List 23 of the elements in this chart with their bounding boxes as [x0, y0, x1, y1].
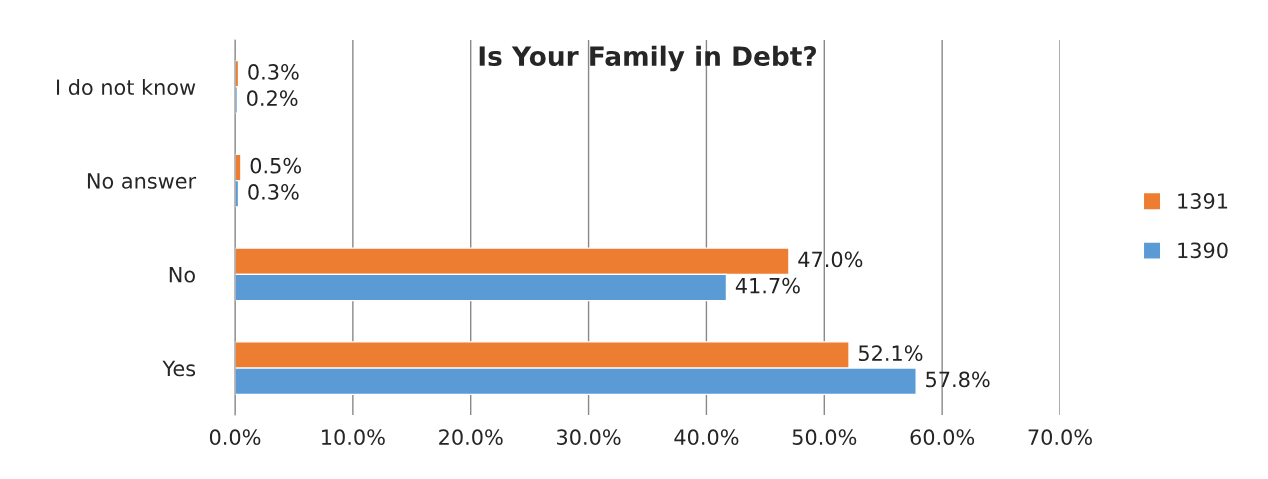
- chart-title: Is Your Family in Debt?: [479, 45, 816, 72]
- data-label: 41.7%: [735, 277, 800, 294]
- data-label: 52.1%: [858, 345, 923, 362]
- data-label: 0.5%: [250, 157, 301, 174]
- data-label: 47.0%: [798, 251, 863, 268]
- data-label: 0.3%: [248, 64, 299, 80]
- x-tick-label: 20.0%: [439, 429, 503, 446]
- y-tick-label: I do not know: [57, 78, 196, 96]
- x-tick-label: 40.0%: [674, 429, 739, 446]
- x-tick-label: 70.0%: [1028, 429, 1092, 446]
- legend-label: 1390: [1178, 242, 1228, 259]
- y-tick-label: No: [169, 267, 195, 283]
- x-tick-label: 30.0%: [557, 429, 621, 446]
- x-tick-label: 50.0%: [792, 429, 857, 446]
- y-tick-label: No answer: [87, 173, 197, 189]
- legend-label: 1391: [1178, 193, 1228, 209]
- data-label: 57.8%: [926, 371, 990, 388]
- data-label: 0.3%: [248, 184, 299, 200]
- x-tick-label: 10.0%: [322, 429, 385, 446]
- y-tick-label: Yes: [162, 360, 196, 377]
- data-label: 0.2%: [247, 90, 298, 107]
- x-tick-label: 0.0%: [209, 429, 261, 446]
- x-tick-label: 60.0%: [910, 429, 975, 446]
